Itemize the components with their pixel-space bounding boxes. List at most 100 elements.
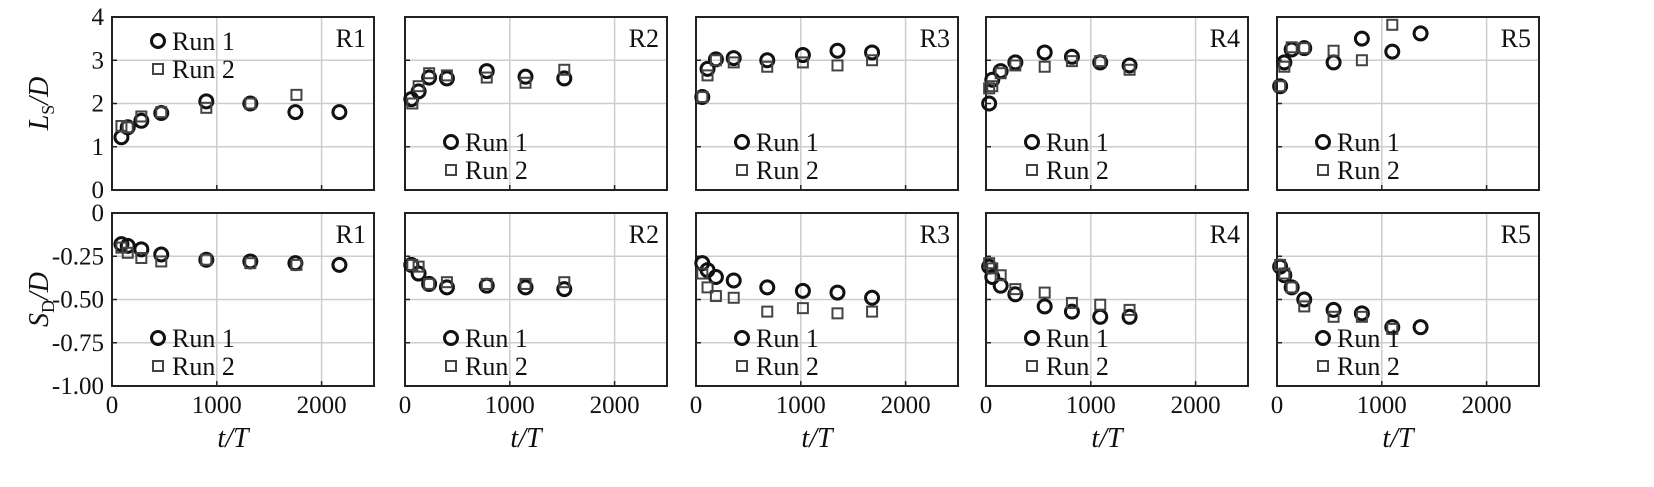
point-r2c3-s2-4: [761, 305, 774, 318]
point-r1c2-s1-1: [410, 83, 427, 100]
legend-label-r2c2-0: Run 1: [465, 324, 528, 353]
point-r2c1-s1-4: [198, 251, 215, 268]
point-r1c2-s2-1: [412, 80, 425, 93]
x-axis-label-c3: t/T: [801, 423, 835, 454]
point-r1c3-s2-2: [709, 54, 722, 67]
point-r2c5-s2-6: [1386, 322, 1399, 335]
legend-label-r2c1-1: Run 2: [172, 352, 235, 381]
point-r1c5-s1-7: [1412, 25, 1429, 42]
legend-marker-r1c4-0: [1024, 134, 1040, 150]
point-r1c1-s1-7: [331, 104, 348, 121]
legend-label-r2c3-1: Run 2: [756, 352, 819, 381]
point-r2c2-s1-2: [421, 275, 438, 292]
point-r2c5-s1-3: [1296, 291, 1313, 308]
point-r2c4-s2-6: [1094, 298, 1107, 311]
point-r1c5-s1-6: [1384, 43, 1401, 60]
ytick-label-r2-4: -1.00: [52, 373, 104, 400]
legend-label-r1c2-0: Run 1: [465, 128, 528, 157]
point-r1c5-s2-6: [1386, 18, 1399, 31]
legend-label-r2c4-0: Run 1: [1046, 324, 1109, 353]
panel-title-r1c1: R1: [336, 24, 366, 53]
point-r2c1-s1-7: [331, 256, 348, 273]
ytick-label-r2-1: -0.25: [52, 243, 104, 270]
point-r2c2-s2-3: [440, 276, 453, 289]
point-r1c3-s1-3: [725, 50, 742, 67]
xtick-label-r2c1-1: 1000: [192, 392, 242, 419]
point-r2c1-s2-5: [244, 257, 257, 270]
xtick-label-r2c5-0: 0: [1271, 392, 1284, 419]
point-r1c1-s1-6: [287, 104, 304, 121]
point-r1c1-s2-4: [200, 101, 213, 114]
point-r2c5-s1-2: [1283, 279, 1300, 296]
point-r2c4-s1-7: [1121, 308, 1138, 325]
legend-label-r2c5-1: Run 2: [1337, 352, 1400, 381]
point-r2c3-s2-3: [727, 291, 740, 304]
point-r2c2-s2-4: [480, 277, 493, 290]
y-axis-label-r1: LS/D: [24, 77, 58, 132]
point-r2c3-s2-0: [696, 267, 709, 280]
point-r2c2-s2-0: [406, 258, 419, 271]
legend-marker-r1c3-0: [734, 134, 750, 150]
legend-marker-r1c1-0: [150, 33, 166, 49]
point-r2c5-s2-4: [1327, 310, 1340, 323]
point-r1c3-s1-5: [794, 47, 811, 64]
point-r2c1-s2-1: [121, 246, 134, 259]
ytick-label-r2-0: 0: [92, 200, 105, 227]
point-r1c4-s2-6: [1094, 55, 1107, 68]
panel-title-r2c3: R3: [920, 220, 950, 249]
point-r2c5-s1-5: [1353, 305, 1370, 322]
legend-label-r2c2-1: Run 2: [465, 352, 528, 381]
point-r1c3-s2-3: [727, 56, 740, 69]
point-r1c3-s1-7: [864, 44, 881, 61]
point-r1c2-s2-5: [519, 76, 532, 89]
xtick-label-r2c3-2: 2000: [881, 392, 931, 419]
point-r1c4-s1-3: [1007, 54, 1024, 71]
legend-marker-r1c5-1: [1317, 164, 1329, 176]
xtick-label-r2c2-0: 0: [399, 392, 412, 419]
point-r2c5-s1-7: [1412, 319, 1429, 336]
point-r1c5-s2-1: [1278, 60, 1291, 73]
xtick-label-r2c1-0: 0: [106, 392, 119, 419]
point-r2c3-s1-2: [707, 269, 724, 286]
point-r2c4-s1-6: [1092, 308, 1109, 325]
point-r1c2-s2-2: [423, 67, 436, 80]
panel-title-r1c5: R5: [1501, 24, 1531, 53]
point-r2c5-s2-2: [1285, 281, 1298, 294]
point-r2c4-s1-3: [1007, 286, 1024, 303]
point-r1c1-s2-6: [290, 88, 303, 101]
x-axis-label-c2: t/T: [510, 423, 544, 454]
legend-marker-r2c4-0: [1024, 330, 1040, 346]
point-r2c3-s1-5: [794, 282, 811, 299]
legend-label-r1c4-1: Run 2: [1046, 156, 1109, 185]
point-r1c3-s2-7: [866, 54, 879, 67]
point-r1c5-s2-0: [1274, 80, 1287, 93]
point-r1c3-s2-4: [761, 60, 774, 73]
point-r2c1-s2-4: [200, 253, 213, 266]
point-r2c3-s1-6: [829, 284, 846, 301]
point-r1c2-s1-5: [517, 68, 534, 85]
point-r1c3-s1-1: [699, 60, 716, 77]
panel-title-r2c5: R5: [1501, 220, 1531, 249]
legend-label-r1c1-1: Run 2: [172, 55, 235, 84]
point-r1c2-s2-4: [480, 71, 493, 84]
point-r1c3-s2-5: [796, 56, 809, 69]
point-r1c1-s1-5: [242, 95, 259, 112]
x-axis-label-c5: t/T: [1382, 423, 1416, 454]
point-r2c4-s2-7: [1123, 303, 1136, 316]
ytick-label-r1-4: 4: [92, 4, 105, 31]
point-r2c4-s1-5: [1063, 303, 1080, 320]
point-r1c2-s2-3: [440, 69, 453, 82]
point-r2c4-s2-2: [994, 269, 1007, 282]
point-r1c5-s1-4: [1325, 54, 1342, 71]
legend-marker-r2c5-1: [1317, 360, 1329, 372]
point-r2c5-s1-4: [1325, 301, 1342, 318]
point-r2c5-s2-1: [1278, 267, 1291, 280]
legend-label-r1c5-0: Run 1: [1337, 128, 1400, 157]
point-r2c3-s2-7: [866, 305, 879, 318]
point-r1c4-s2-3: [1009, 59, 1022, 72]
legend-marker-r1c4-1: [1026, 164, 1038, 176]
point-r1c1-s1-2: [133, 112, 150, 129]
point-r1c4-s2-0: [983, 82, 996, 95]
point-r2c4-s2-5: [1065, 296, 1078, 309]
ytick-label-r1-1: 1: [92, 134, 105, 161]
